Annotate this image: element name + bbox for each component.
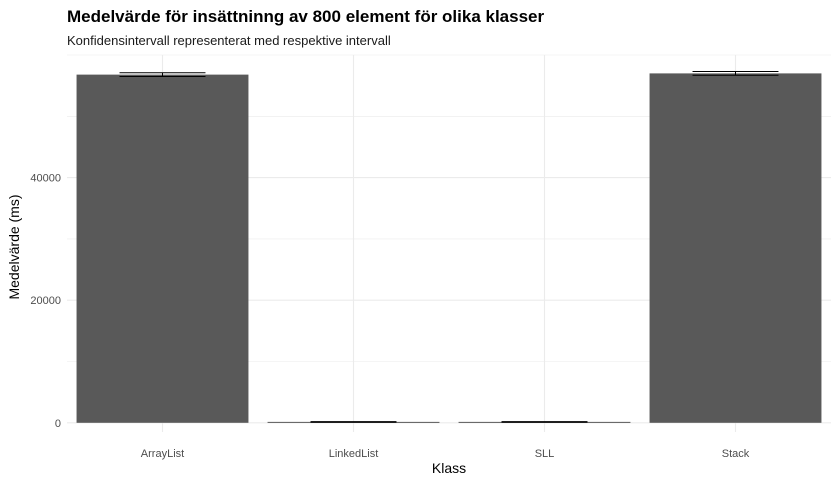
x-tick-label: SLL (535, 448, 555, 460)
y-axis-ticks: 0 20000 40000 (30, 173, 61, 430)
y-tick-label: 20000 (30, 295, 61, 307)
y-axis-title: Medelvärde (ms) (6, 194, 22, 299)
x-tick-label: ArrayList (141, 448, 184, 460)
y-tick-label: 0 (55, 418, 61, 430)
y-tick-label: 40000 (30, 173, 61, 185)
x-axis-title: Klass (432, 460, 466, 476)
x-tick-label: LinkedList (329, 448, 379, 460)
x-axis-ticks: ArrayList LinkedList SLL Stack (141, 448, 750, 460)
chart-title: Medelvärde för insättninng av 800 elemen… (67, 7, 545, 26)
error-bar-stack (692, 71, 779, 76)
error-bar-arraylist (119, 72, 206, 77)
error-bar-sll (501, 421, 588, 423)
error-bars (119, 71, 779, 423)
bar-stack (649, 73, 822, 423)
bar-arraylist (76, 74, 249, 423)
x-tick-label: Stack (722, 448, 750, 460)
bars (76, 73, 822, 423)
error-bar-linkedlist (310, 421, 397, 423)
chart-subtitle: Konfidensintervall representerat med res… (67, 33, 391, 48)
